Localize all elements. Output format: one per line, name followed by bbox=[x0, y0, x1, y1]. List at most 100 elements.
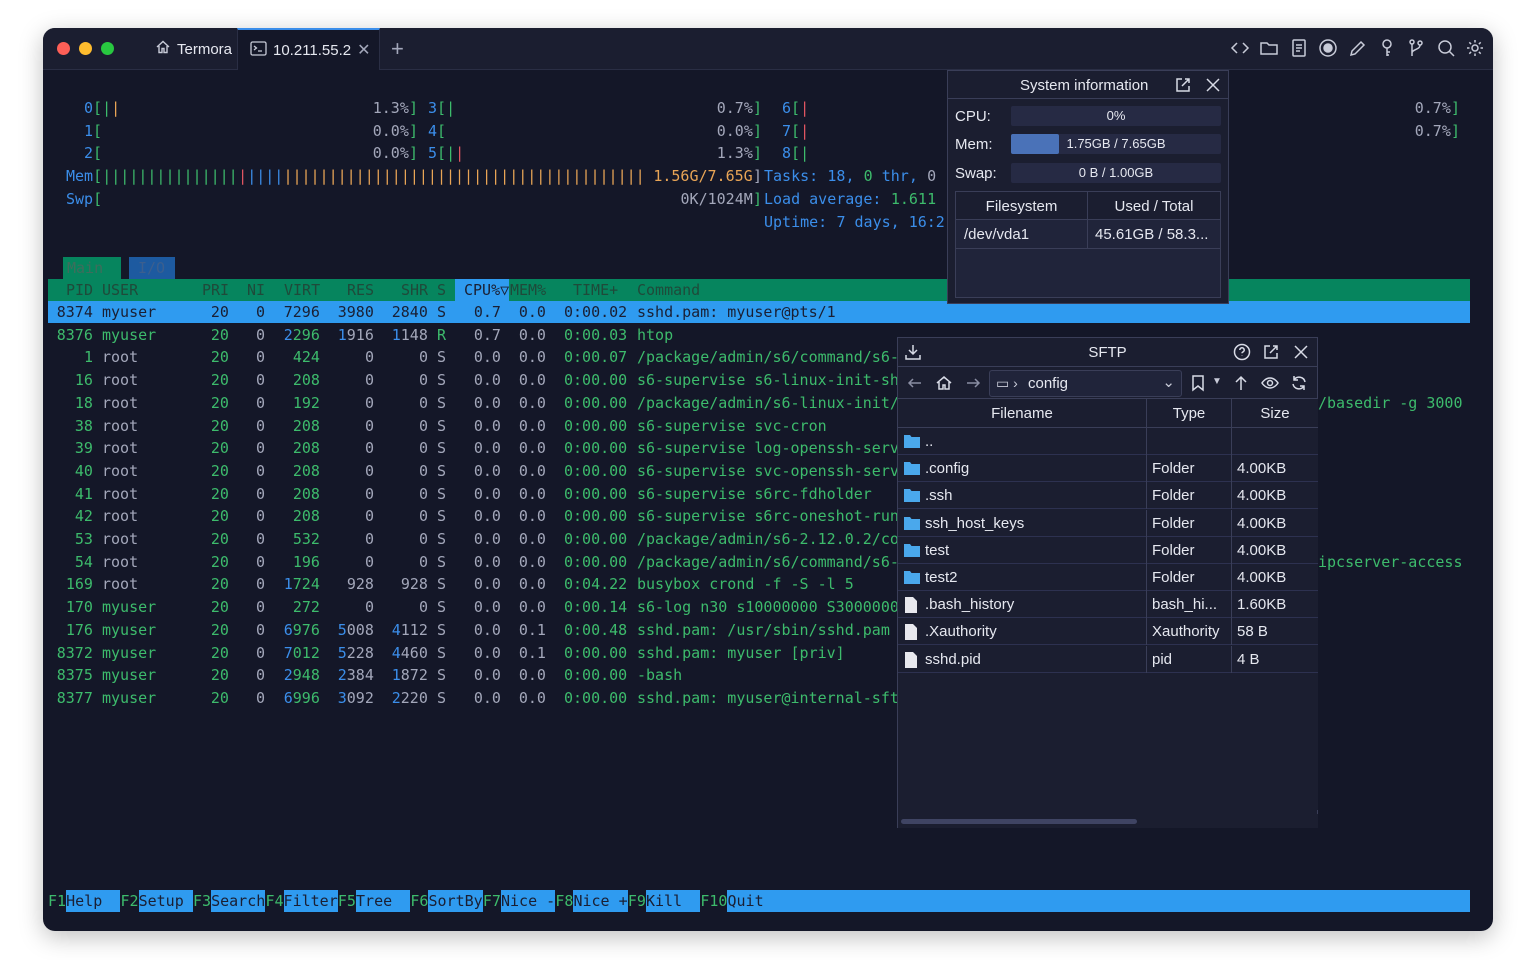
forward-icon[interactable] bbox=[964, 374, 982, 392]
fkey-f10[interactable]: F10 bbox=[700, 890, 728, 912]
horizontal-scrollbar[interactable] bbox=[898, 814, 1318, 828]
process-mem: 0.0 bbox=[518, 575, 546, 594]
back-icon[interactable] bbox=[906, 374, 924, 392]
column-header-size[interactable]: Size bbox=[1231, 399, 1318, 429]
chevron-down-icon: ⌄ bbox=[1162, 374, 1175, 391]
show-hidden-icon[interactable] bbox=[1261, 374, 1279, 392]
file-row[interactable]: test Folder 4.00KB bbox=[898, 536, 1318, 564]
process-res: 0 bbox=[364, 393, 374, 412]
column-header-type[interactable]: Type bbox=[1146, 399, 1231, 429]
close-icon[interactable] bbox=[1292, 343, 1310, 361]
path-selector[interactable]: ▭ › config ⌄ bbox=[989, 370, 1182, 397]
fkey-label[interactable]: SortBy bbox=[428, 892, 483, 910]
fkey-label[interactable]: Setup bbox=[138, 892, 193, 910]
fkey-f3[interactable]: F3 bbox=[192, 890, 212, 912]
file-icon bbox=[904, 651, 918, 672]
file-row[interactable]: .Xauthority Xauthority 58 B bbox=[898, 618, 1318, 646]
tab-home[interactable]: Termora bbox=[143, 28, 244, 70]
scrollbar-thumb[interactable] bbox=[901, 819, 1137, 824]
column-header-pri[interactable]: PRI bbox=[202, 281, 230, 299]
fkey-label[interactable]: Search bbox=[211, 892, 266, 910]
close-window-button[interactable] bbox=[57, 42, 70, 55]
gear-icon[interactable] bbox=[1465, 38, 1485, 58]
pencil-icon[interactable] bbox=[1348, 38, 1368, 58]
fkey-f9[interactable]: F9 bbox=[627, 890, 646, 912]
column-header-pid[interactable]: PID bbox=[66, 281, 94, 299]
fkey-f8[interactable]: F8 bbox=[555, 890, 574, 912]
column-header-time[interactable]: TIME+ bbox=[573, 281, 619, 299]
file-name: sshd.pid bbox=[925, 650, 981, 668]
up-directory-icon[interactable] bbox=[1232, 374, 1250, 392]
process-res: 0 bbox=[364, 348, 374, 367]
key-icon[interactable] bbox=[1377, 38, 1397, 58]
column-header-ni[interactable]: NI bbox=[247, 281, 266, 299]
fkey-label[interactable]: Filter bbox=[283, 892, 338, 910]
home-icon[interactable] bbox=[935, 374, 953, 392]
file-name: .Xauthority bbox=[925, 623, 997, 641]
fkey-f4[interactable]: F4 bbox=[265, 890, 284, 912]
column-header-virt[interactable]: VIRT bbox=[284, 281, 321, 299]
fkey-label[interactable]: Tree bbox=[356, 892, 411, 910]
file-row[interactable]: .config Folder 4.00KB bbox=[898, 455, 1318, 483]
process-state: S bbox=[437, 688, 447, 707]
mem-value: 1.75GB / 7.65GB bbox=[1066, 136, 1166, 151]
selected-process-row[interactable] bbox=[48, 301, 1470, 323]
new-tab-button[interactable]: + bbox=[391, 36, 404, 61]
column-header-res[interactable]: RES bbox=[347, 281, 375, 299]
popout-icon[interactable] bbox=[1262, 343, 1280, 361]
close-icon[interactable] bbox=[1204, 76, 1222, 94]
fkey-f6[interactable]: F6 bbox=[410, 890, 429, 912]
bookmark-icon[interactable] bbox=[1189, 374, 1207, 392]
column-divider bbox=[1146, 428, 1147, 455]
column-header-user[interactable]: USER bbox=[102, 281, 139, 299]
file-row[interactable]: .ssh Folder 4.00KB bbox=[898, 482, 1318, 510]
column-header-mem[interactable]: MEM% bbox=[510, 281, 547, 299]
fkey-f2[interactable]: F2 bbox=[120, 890, 139, 912]
code-icon[interactable] bbox=[1230, 38, 1250, 58]
process-user: myuser bbox=[102, 598, 157, 617]
file-row[interactable]: ssh_host_keys Folder 4.00KB bbox=[898, 509, 1318, 537]
fkey-label[interactable]: Nice + bbox=[573, 892, 628, 910]
help-icon[interactable] bbox=[1233, 343, 1251, 361]
fkey-label[interactable]: Quit bbox=[727, 892, 764, 910]
download-icon[interactable] bbox=[904, 343, 922, 361]
fs-header-used-total[interactable]: Used / Total bbox=[1114, 198, 1194, 215]
fkey-label[interactable]: Nice - bbox=[501, 892, 556, 910]
fkey-f1[interactable]: F1 bbox=[48, 890, 67, 912]
file-row[interactable]: sshd.pid pid 4 B bbox=[898, 645, 1318, 673]
file-list: Filename Type Size.. .config Folder 4.00KB .ss… bbox=[898, 398, 1318, 810]
column-header-shr[interactable]: SHR bbox=[401, 281, 429, 299]
search-icon[interactable] bbox=[1436, 38, 1456, 58]
tab-io[interactable] bbox=[129, 257, 175, 279]
tab-io-label[interactable]: I/O bbox=[138, 259, 166, 277]
tab-main[interactable] bbox=[63, 257, 121, 279]
htop-terminal[interactable]: 0[| | 1.3%] 1[0.0%] 2[0.0%] 3[| 0.7%] 4[0.0%] 5[… bbox=[43, 70, 1493, 931]
refresh-icon[interactable] bbox=[1290, 374, 1308, 392]
file-row[interactable]: .bash_history bash_hi... 1.60KB bbox=[898, 591, 1318, 619]
notes-icon[interactable] bbox=[1289, 38, 1309, 58]
record-icon[interactable] bbox=[1318, 38, 1338, 58]
column-header-cpu[interactable]: CPU%▽ bbox=[464, 281, 510, 299]
bookmark-dropdown-icon[interactable]: ▼ bbox=[1212, 376, 1222, 387]
fs-header-filesystem[interactable]: Filesystem bbox=[985, 198, 1058, 215]
column-header-filename[interactable]: Filename bbox=[991, 405, 1053, 422]
fkey-f7[interactable]: F7 bbox=[482, 890, 501, 912]
fkey-f5[interactable]: F5 bbox=[337, 890, 356, 912]
column-divider bbox=[1146, 536, 1147, 564]
git-branch-icon[interactable] bbox=[1406, 38, 1426, 58]
process-nice: 0 bbox=[255, 530, 265, 548]
file-row[interactable]: test2 Folder 4.00KB bbox=[898, 564, 1318, 591]
file-row[interactable]: .. bbox=[898, 428, 1318, 455]
fkey-label[interactable]: Help bbox=[66, 892, 121, 910]
popout-icon[interactable] bbox=[1174, 76, 1192, 94]
tab-session[interactable]: 10.211.55.2 ✕ bbox=[237, 28, 380, 70]
column-header-command[interactable]: Command bbox=[637, 281, 701, 299]
column-header-s[interactable]: S bbox=[437, 281, 447, 299]
tab-main-label[interactable]: Main bbox=[67, 259, 104, 277]
fkey-label[interactable]: Kill bbox=[645, 892, 701, 910]
folder-icon[interactable] bbox=[1259, 38, 1279, 58]
minimize-window-button[interactable] bbox=[79, 42, 92, 55]
close-tab-icon[interactable]: ✕ bbox=[357, 42, 371, 59]
process-nice: 0 bbox=[255, 325, 265, 344]
zoom-window-button[interactable] bbox=[101, 42, 114, 55]
